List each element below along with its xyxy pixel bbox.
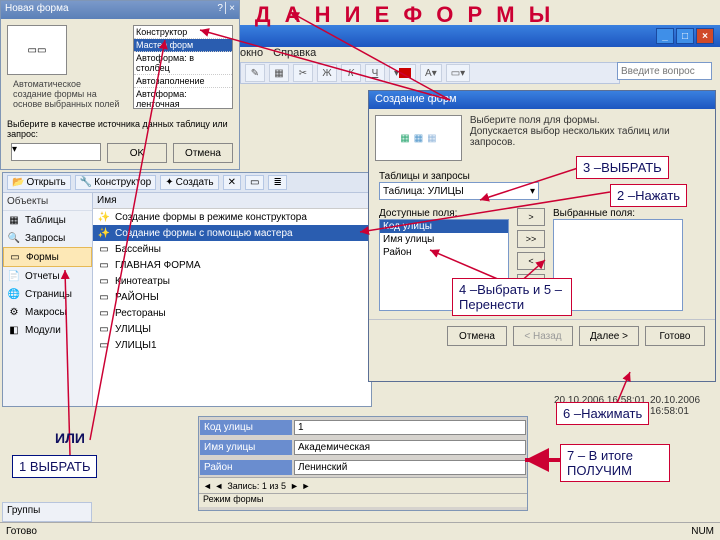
- tool-icon[interactable]: ▭: [245, 175, 264, 190]
- toolbar: ✎ ▦ ✂ Ж К Ч ▾ A▾ ▭▾: [240, 62, 620, 84]
- list-item[interactable]: Район: [380, 246, 508, 259]
- source-combo[interactable]: ▾: [11, 143, 101, 161]
- list-item[interactable]: Код улицы: [380, 220, 508, 233]
- remove-one-button[interactable]: <: [517, 252, 545, 270]
- database-window: 📂Открыть 🔧Конструктор ✦Создать ✕ ▭ ≣ Объ…: [2, 172, 372, 407]
- result-form: Код улицы1 Имя улицыАкадемическая РайонЛ…: [198, 416, 528, 511]
- list-item[interactable]: Мастер форм: [134, 39, 232, 52]
- nav-forms[interactable]: ▭Формы: [3, 247, 92, 267]
- chosen-label: Выбранные поля:: [553, 208, 683, 219]
- list-item[interactable]: ▭УЛИЦЫ: [93, 321, 371, 337]
- close-button[interactable]: ×: [696, 28, 714, 44]
- field-value[interactable]: Академическая: [294, 440, 526, 455]
- wizard-title: Создание форм: [369, 91, 715, 109]
- form-wizard-dialog: Создание форм ▦▦▦ Выберите поля для форм…: [368, 90, 716, 382]
- status-num: NUM: [691, 526, 714, 537]
- list-header: Имя: [93, 193, 371, 209]
- record-navigator[interactable]: ◄ ◄ Запись: 1 из 5 ► ►: [199, 477, 527, 493]
- list-item[interactable]: ▭УЛИЦЫ1: [93, 337, 371, 353]
- available-label: Доступные поля:: [379, 208, 509, 219]
- list-item[interactable]: ▭РАЙОНЫ: [93, 289, 371, 305]
- chosen-fields-list[interactable]: [553, 219, 683, 311]
- add-one-button[interactable]: >: [517, 208, 545, 226]
- list-item[interactable]: ✨Создание формы с помощью мастера: [93, 225, 371, 241]
- dialog-title: Новая форма?│×: [1, 1, 239, 19]
- tool-icon[interactable]: Ч: [365, 64, 385, 82]
- tool-icon[interactable]: ✎: [245, 64, 265, 82]
- tool-icon[interactable]: ✕: [223, 175, 241, 190]
- annotation-7: 7 – В итоге ПОЛУЧИМ: [560, 444, 670, 482]
- tool-icon[interactable]: К: [341, 64, 361, 82]
- list-item[interactable]: Автоформа: ленточная: [134, 88, 232, 109]
- minimize-button[interactable]: _: [656, 28, 674, 44]
- tool-border[interactable]: ▭▾: [446, 64, 470, 82]
- timestamp: 20.10.2006 16:58:01: [650, 395, 720, 417]
- status-text: Готово: [6, 526, 37, 537]
- form-status: Режим формы: [199, 493, 527, 507]
- table-combo[interactable]: Таблица: УЛИЦЫ▾: [379, 182, 539, 200]
- annotation-1: 1 ВЫБРАТЬ: [12, 455, 97, 478]
- list-item[interactable]: Имя улицы: [380, 233, 508, 246]
- tool-icon[interactable]: ▦: [269, 64, 289, 82]
- add-all-button[interactable]: >>: [517, 230, 545, 248]
- annotation-2: 2 –Нажать: [610, 184, 687, 207]
- list-item[interactable]: ▭Кинотеатры: [93, 273, 371, 289]
- annotation-6: 6 –Нажимать: [556, 402, 649, 425]
- wizard-finish-button[interactable]: Готово: [645, 326, 705, 346]
- dialog-hint: Автоматическое создание формы на основе …: [7, 75, 127, 113]
- wizard-cancel-button[interactable]: Отмена: [447, 326, 507, 346]
- annotation-3: 3 –ВЫБРАТЬ: [576, 156, 669, 179]
- ok-button[interactable]: OK: [107, 143, 167, 163]
- create-button[interactable]: ✦Создать: [160, 175, 218, 190]
- groups-section[interactable]: Группы: [2, 502, 92, 522]
- annotation-or: ИЛИ: [55, 430, 85, 446]
- nav-tables[interactable]: ▦Таблицы: [3, 211, 92, 229]
- tool-fill-color[interactable]: A▾: [420, 64, 442, 82]
- annotation-4-5: 4 –Выбрать и 5 –Перенести: [452, 278, 572, 316]
- tool-icon[interactable]: Ж: [317, 64, 337, 82]
- field-value[interactable]: Ленинский: [294, 460, 526, 475]
- help-search-input[interactable]: [617, 62, 712, 80]
- tool-icon[interactable]: ✂: [293, 64, 313, 82]
- tool-font-color[interactable]: ▾: [389, 64, 416, 82]
- forms-list: Имя ✨Создание формы в режиме конструктор…: [93, 193, 371, 406]
- maximize-button[interactable]: □: [676, 28, 694, 44]
- form-preview: ▭▭: [7, 25, 67, 75]
- design-button[interactable]: 🔧Конструктор: [75, 175, 156, 190]
- status-bar: Готово NUM: [0, 522, 720, 540]
- nav-header: Объекты: [3, 193, 92, 211]
- tool-icon[interactable]: ≣: [268, 175, 286, 190]
- field-value[interactable]: 1: [294, 420, 526, 435]
- cancel-button[interactable]: Отмена: [173, 143, 233, 163]
- list-item[interactable]: Автоформа: в столбец: [134, 52, 232, 75]
- source-label: Выберите в качестве источника данных таб…: [1, 119, 239, 139]
- list-item[interactable]: Конструктор: [134, 26, 232, 39]
- field-label: Имя улицы: [200, 440, 292, 455]
- nav-macros[interactable]: ⚙Макросы: [3, 303, 92, 321]
- wizard-next-button[interactable]: Далее >: [579, 326, 639, 346]
- list-item[interactable]: ▭Рестораны: [93, 305, 371, 321]
- list-item[interactable]: ▭Бассейны: [93, 241, 371, 257]
- wizard-description: Выберите поля для формы. Допускается выб…: [470, 115, 709, 161]
- wizard-graphic: ▦▦▦: [375, 115, 462, 161]
- nav-queries[interactable]: 🔍Запросы: [3, 229, 92, 247]
- nav-modules[interactable]: ◧Модули: [3, 321, 92, 339]
- objects-nav: Объекты ▦Таблицы 🔍Запросы ▭Формы 📄Отчеты…: [3, 193, 93, 406]
- field-label: Район: [200, 460, 292, 475]
- open-button[interactable]: 📂Открыть: [7, 175, 71, 190]
- field-label: Код улицы: [200, 420, 292, 435]
- form-type-list[interactable]: Конструктор Мастер форм Автоформа: в сто…: [133, 25, 233, 109]
- list-item[interactable]: Автозаполнение: [134, 75, 232, 88]
- wizard-back-button[interactable]: < Назад: [513, 326, 573, 346]
- list-item[interactable]: ▭ГЛАВНАЯ ФОРМА: [93, 257, 371, 273]
- new-form-dialog: Новая форма?│× ▭▭ Автоматическое создани…: [0, 0, 240, 170]
- nav-pages[interactable]: 🌐Страницы: [3, 285, 92, 303]
- list-item[interactable]: ✨Создание формы в режиме конструктора: [93, 209, 371, 225]
- nav-reports[interactable]: 📄Отчеты: [3, 267, 92, 285]
